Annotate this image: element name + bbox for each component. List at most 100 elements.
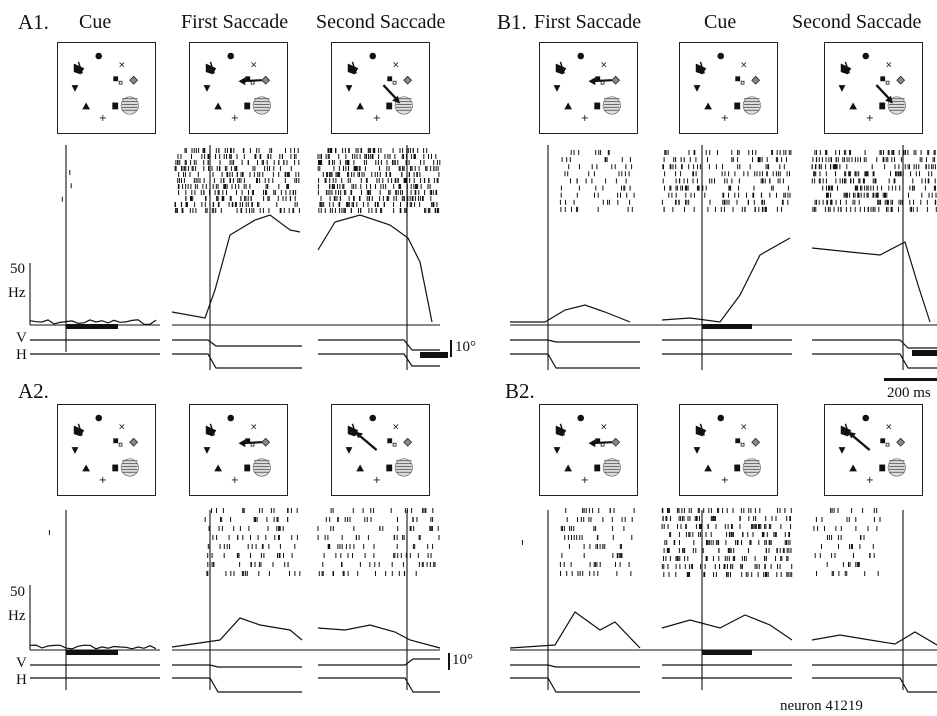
black-rect-icon: [879, 102, 886, 110]
stimulus-array-b1-cue: × +: [679, 42, 778, 134]
eye-trace-label-vertical-a2: V: [16, 655, 27, 671]
black-rect-icon: [734, 464, 741, 472]
stimulus-array-a2-second-saccade: × +: [331, 404, 430, 496]
column-title-b-cue: Cue: [704, 11, 737, 33]
column-title-a-cue: Cue: [79, 11, 112, 33]
black-rect-icon: [112, 464, 119, 472]
eye-trace-label-horizontal-a2: H: [16, 672, 27, 688]
grating-icon: [120, 458, 139, 477]
grating-icon: [742, 96, 761, 115]
eye-trace-a2-first-horizontal: [172, 677, 302, 693]
rate-curve-b1-cue: [661, 237, 791, 323]
stimulus-array-a2-first-saccade: × +: [189, 404, 288, 496]
stimulus-icons: ×+: [71, 414, 139, 486]
triangle-down-icon: [693, 447, 701, 454]
plus-icon: +: [231, 475, 239, 486]
arrow-left-icon: [238, 77, 246, 86]
triangle-up-icon: [564, 102, 573, 110]
diamond-icon: [611, 75, 621, 85]
plus-icon: +: [721, 475, 729, 486]
raster-b2-first: [559, 508, 635, 576]
plus-icon: +: [581, 475, 589, 486]
black-rect-icon: [386, 464, 393, 472]
stimulus-icons: ×+: [838, 52, 906, 124]
eye-trace-b2-first-vertical: [510, 664, 640, 668]
diamond-icon: [403, 75, 413, 85]
stimulus-array-b1-first-saccade: × +: [539, 42, 638, 134]
raster-b1-first: [559, 150, 635, 212]
x-icon: ×: [250, 423, 257, 433]
square-icon: [387, 438, 393, 444]
circle-icon: [227, 414, 235, 422]
circle-icon: [577, 414, 585, 422]
square-icon: [735, 438, 741, 444]
plus-icon: +: [231, 113, 239, 124]
stimulus-array-a1-cue: × +: [57, 42, 156, 134]
grating-icon: [602, 458, 621, 477]
plus-icon: +: [866, 113, 874, 124]
x-icon: ×: [600, 423, 607, 433]
rate-curve-b2-second: [811, 631, 937, 646]
diamond-icon: [751, 437, 761, 447]
column-title-a-first-saccade: First Saccade: [181, 11, 289, 33]
square-icon: [880, 76, 886, 82]
star-icon: [695, 61, 707, 75]
black-rect-icon: [734, 102, 741, 110]
grating-icon: [887, 458, 906, 477]
diamond-icon: [896, 75, 906, 85]
x-icon: ×: [740, 423, 747, 433]
eye-trace-a1-second-vertical: [318, 339, 440, 351]
diamond-icon: [261, 437, 271, 447]
diamond-icon: [611, 437, 621, 447]
rate-curve-b2-cue: [661, 614, 793, 641]
triangle-down-icon: [71, 447, 79, 454]
eye-trace-b1-first-vertical: [510, 339, 640, 343]
black-rect-icon: [594, 464, 601, 472]
stimulus-array-b2-second-saccade: × +: [824, 404, 923, 496]
diamond-icon: [261, 75, 271, 85]
triangle-down-icon: [345, 447, 353, 454]
diamond-icon: [129, 437, 139, 447]
circle-icon: [369, 414, 377, 422]
stimulus-icons: ×+: [693, 52, 761, 124]
arrow-left-icon: [238, 439, 246, 448]
stimulus-icons: ×+: [693, 414, 761, 486]
star-icon: [555, 61, 567, 75]
diamond-icon: [403, 437, 413, 447]
arrow-up-left-icon: [355, 431, 364, 439]
x-icon: ×: [885, 423, 892, 433]
triangle-down-icon: [553, 447, 561, 454]
triangle-down-icon: [203, 447, 211, 454]
cue-bar-a1: [66, 324, 118, 329]
column-title-b-second-saccade: Second Saccade: [792, 11, 922, 33]
x-icon: ×: [250, 61, 257, 71]
small-square-icon: [118, 442, 123, 447]
black-rect-icon: [112, 102, 119, 110]
grating-icon: [252, 96, 271, 115]
small-square-icon: [740, 80, 745, 85]
time-scale-label: 200 ms: [887, 385, 931, 401]
plus-icon: +: [866, 475, 874, 486]
square-icon: [113, 438, 119, 444]
eye-trace-b1-second-horizontal: [812, 353, 937, 369]
eye-position-scale-bar-a2: [448, 653, 450, 670]
star-icon: [840, 61, 852, 75]
rate-curve-a1-first: [171, 214, 301, 319]
triangle-up-icon: [564, 464, 573, 472]
small-square-icon: [118, 80, 123, 85]
grating-icon: [602, 96, 621, 115]
cue-bar-a2: [66, 650, 118, 655]
grating-icon: [120, 96, 139, 115]
triangle-up-icon: [704, 464, 713, 472]
triangle-up-icon: [214, 464, 223, 472]
rate-curve-a2-first: [171, 617, 303, 648]
circle-icon: [717, 414, 725, 422]
rate-scale-unit-a2: Hz: [8, 608, 26, 624]
black-rect-icon: [879, 464, 886, 472]
stimulus-array-b2-cue: × +: [679, 404, 778, 496]
rate-curve-a2-second: [317, 624, 441, 649]
stimulus-icons: ×+: [345, 52, 413, 124]
star-icon: [555, 423, 567, 437]
star-icon: [73, 61, 85, 75]
stimulus-icons: ×+: [553, 414, 621, 486]
